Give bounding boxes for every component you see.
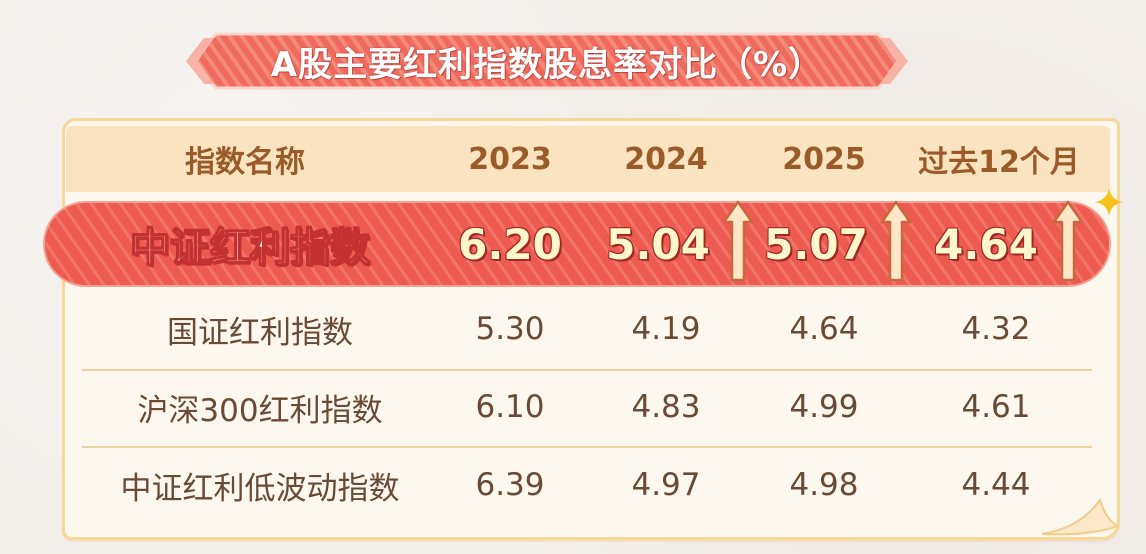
row-value-2025: 4.98 (789, 467, 859, 503)
row-value-past-12-months: 4.44 (961, 467, 1031, 503)
row-value-2025: 4.99 (789, 389, 859, 425)
row-value-2024: 4.19 (631, 311, 701, 347)
highlight-index-name: 中证红利指数 (129, 224, 371, 272)
row-value-2025: 4.64 (789, 311, 859, 347)
row-value-2023: 5.30 (475, 311, 545, 347)
page-curl-decoration (1041, 497, 1120, 536)
title-banner: A股主要红利指数股息率对比（%） (186, 30, 908, 92)
row-value-2023: 6.39 (475, 467, 545, 503)
header-index-name: 指数名称 (185, 145, 305, 180)
page-title: A股主要红利指数股息率对比（%） (270, 44, 824, 85)
row-value-2023: 6.10 (475, 389, 545, 425)
banner-ribbon-shape (186, 32, 908, 90)
row-divider (82, 446, 1092, 448)
row-value-past-12-months: 4.61 (961, 389, 1031, 425)
row-value-2024: 4.83 (631, 389, 701, 425)
up-arrow-icon (1052, 200, 1084, 282)
row-value-past-12-months: 4.32 (961, 311, 1031, 347)
highlight-value-past-12-months: 4.64 (934, 219, 1038, 269)
row-divider (82, 369, 1092, 371)
highlight-value-2025: 5.07 (764, 219, 868, 269)
row-index-name: 中证红利低波动指数 (120, 470, 400, 507)
header-2024: 2024 (624, 141, 708, 177)
highlight-pill-shape (43, 201, 1111, 287)
header-2023: 2023 (468, 141, 552, 177)
row-value-2024: 4.97 (631, 467, 701, 503)
highlight-value-2023: 6.20 (458, 219, 562, 269)
highlight-row (40, 196, 1116, 292)
up-arrow-icon (722, 200, 754, 282)
header-2025: 2025 (782, 141, 866, 177)
up-arrow-icon (880, 200, 912, 282)
header-past-12-months: 过去12个月 (918, 145, 1080, 180)
table-header-row (66, 126, 1110, 192)
row-index-name: 国证红利指数 (167, 314, 353, 351)
sparkle-icon (1095, 188, 1123, 216)
row-index-name: 沪深300红利指数 (137, 392, 383, 429)
highlight-value-2024: 5.04 (606, 219, 710, 269)
